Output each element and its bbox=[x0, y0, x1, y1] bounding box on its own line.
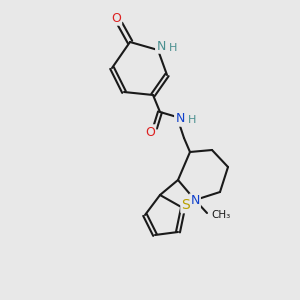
Text: H: H bbox=[188, 115, 196, 125]
Text: CH₃: CH₃ bbox=[211, 210, 230, 220]
Text: O: O bbox=[145, 125, 155, 139]
Text: S: S bbox=[182, 198, 190, 212]
Text: H: H bbox=[169, 43, 177, 53]
Text: N: N bbox=[156, 40, 166, 52]
Text: N: N bbox=[190, 194, 200, 208]
Text: O: O bbox=[111, 11, 121, 25]
Text: N: N bbox=[175, 112, 185, 125]
